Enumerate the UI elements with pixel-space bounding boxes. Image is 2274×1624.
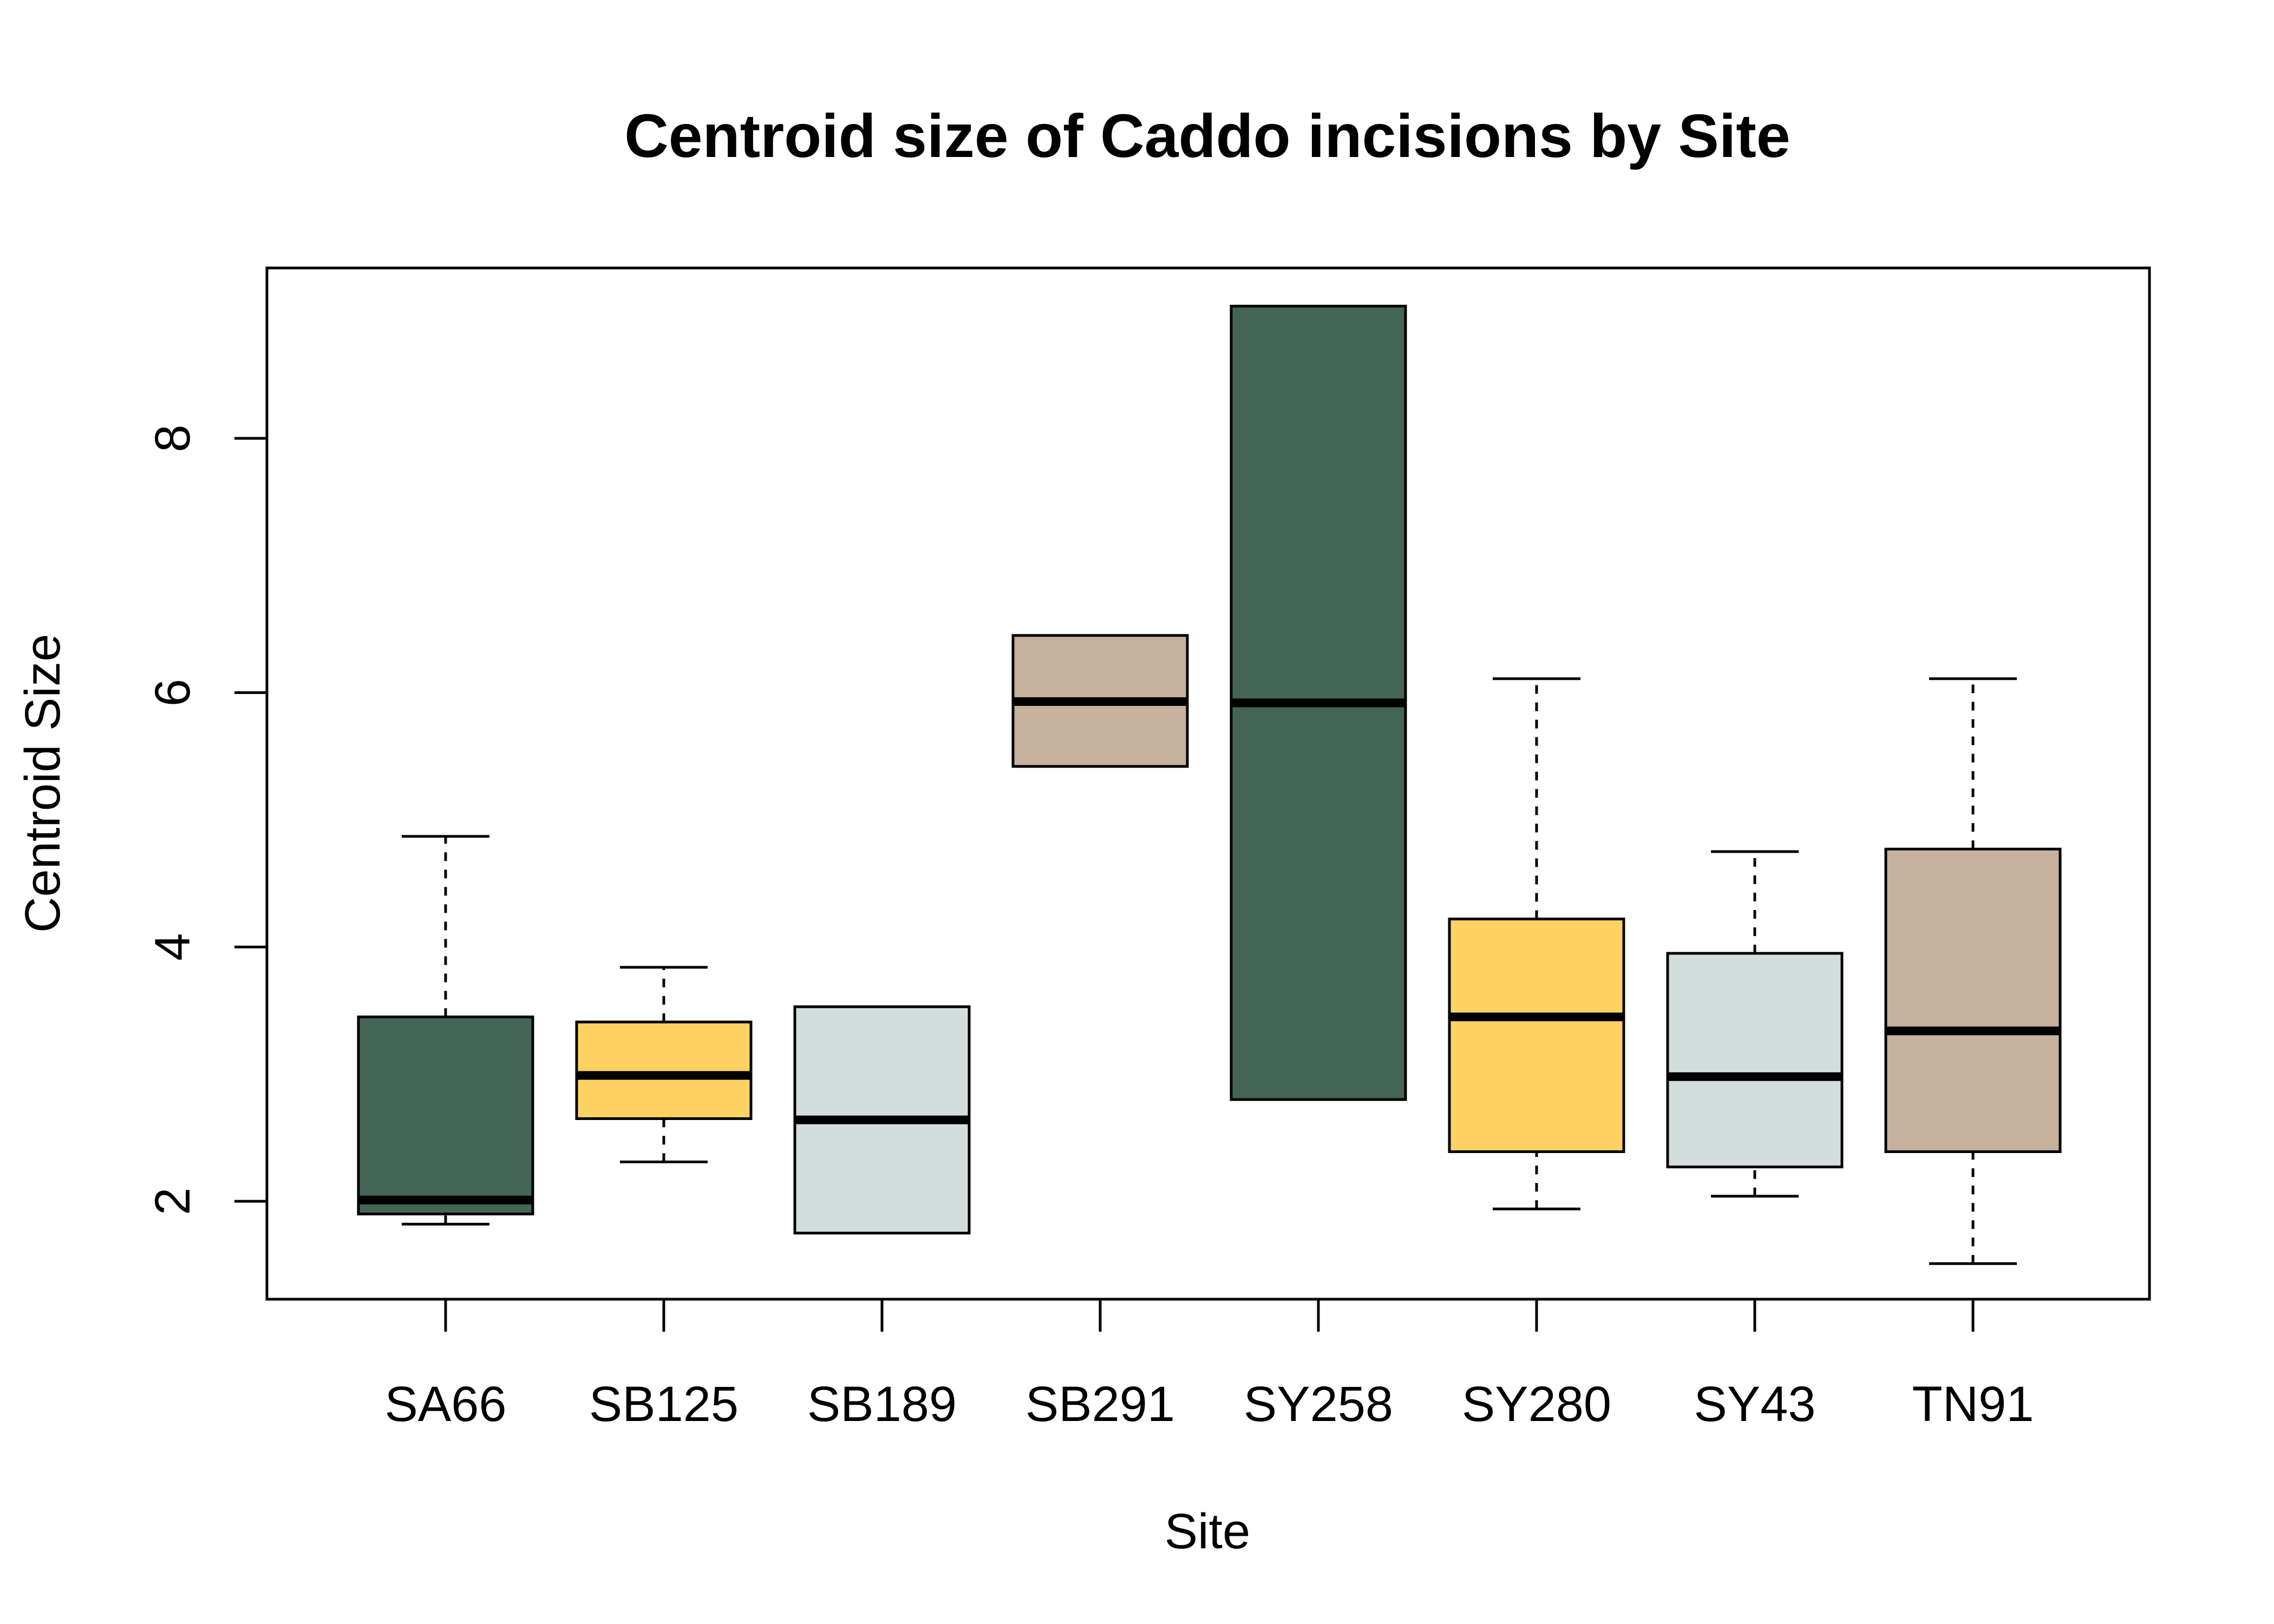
box-group-sy258 [1230, 304, 1407, 1101]
x-tick-label: SB189 [807, 1377, 957, 1432]
y-axis: 2 4 6 8 [145, 424, 267, 1215]
box-iqr [575, 1020, 753, 1120]
box-iqr [1448, 918, 1625, 1154]
x-tick-label: SA66 [384, 1377, 506, 1432]
x-tick-label: SY258 [1244, 1377, 1393, 1432]
x-axis: SA66 SB125 SB189 SB291 SY258 SY280 SY43 TN91 [384, 1299, 2034, 1432]
box-iqr [1884, 847, 2062, 1154]
y-axis-label: Centroid Size [15, 634, 70, 933]
x-tick-label: SB125 [589, 1377, 739, 1432]
box-group-sb189 [793, 1005, 971, 1235]
x-tick-label: SY43 [1694, 1377, 1815, 1432]
x-axis-label: Site [1165, 1504, 1251, 1559]
x-tick-label: SY280 [1462, 1377, 1611, 1432]
box-iqr [357, 1016, 534, 1216]
chart-title: Centroid size of Caddo incisions by Site [624, 102, 1791, 170]
box-group-sb291 [1011, 634, 1189, 768]
box-iqr [1666, 952, 1844, 1169]
plot-frame [265, 266, 2151, 1301]
x-tick-label: SB291 [1025, 1377, 1175, 1432]
box-group-sa66 [357, 835, 534, 1226]
box-group-sb125 [575, 966, 753, 1163]
y-tick-label: 6 [145, 679, 200, 706]
boxes-layer [357, 304, 2062, 1265]
y-tick-label: 2 [145, 1188, 200, 1215]
box-group-sy280 [1448, 677, 1625, 1210]
box-group-tn91 [1884, 677, 2062, 1265]
box-group-sy43 [1666, 850, 1844, 1198]
y-tick-label: 4 [145, 933, 200, 961]
x-tick-label: TN91 [1912, 1377, 2034, 1432]
y-tick-label: 8 [145, 424, 200, 452]
